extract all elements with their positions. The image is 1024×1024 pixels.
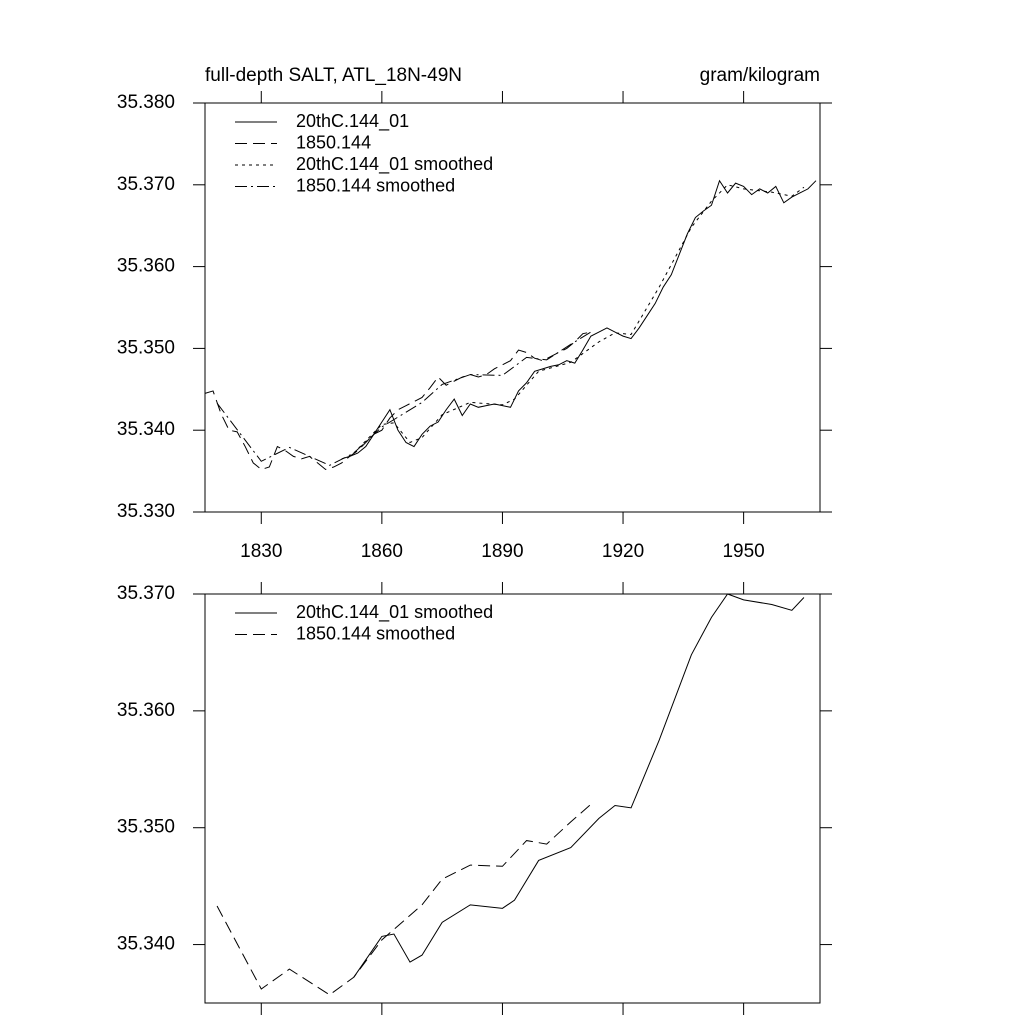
y-tick-label: 35.370 — [117, 583, 175, 604]
y-tick-label: 35.340 — [117, 934, 175, 955]
legend-label: 1850.144 — [296, 132, 371, 152]
y-tick-label: 35.350 — [117, 337, 175, 358]
series-line — [204, 331, 591, 471]
x-tick-label: 1890 — [481, 541, 523, 562]
x-tick-label: 1860 — [361, 541, 403, 562]
series-line — [353, 593, 805, 978]
series-line — [341, 179, 817, 460]
y-tick-label: 35.380 — [117, 92, 175, 113]
chart-title: full-depth SALT, ATL_18N-49N — [205, 65, 462, 86]
legend-label: 20thC.144_01 smoothed — [296, 154, 493, 175]
plot-frame — [204, 593, 821, 1004]
legend-label: 20thC.144_01 — [296, 111, 409, 132]
x-tick-label: 1830 — [240, 541, 282, 562]
legend-label: 20thC.144_01 smoothed — [296, 602, 493, 623]
y-tick-label: 35.330 — [117, 501, 175, 522]
series-line — [216, 803, 592, 996]
x-tick-label: 1950 — [722, 541, 764, 562]
legend-label: 1850.144 smoothed — [296, 175, 455, 195]
series-line — [353, 184, 805, 454]
series-line — [216, 331, 592, 466]
y-tick-label: 35.350 — [117, 817, 175, 838]
y-tick-label: 35.360 — [117, 256, 175, 277]
y-tick-label: 35.360 — [117, 700, 175, 721]
y-tick-label: 35.340 — [117, 419, 175, 440]
y-tick-label: 35.370 — [117, 174, 175, 195]
units-label: gram/kilogram — [700, 65, 820, 86]
legend-label: 1850.144 smoothed — [296, 623, 455, 643]
x-tick-label: 1920 — [602, 541, 644, 562]
plot-frame — [204, 102, 821, 513]
